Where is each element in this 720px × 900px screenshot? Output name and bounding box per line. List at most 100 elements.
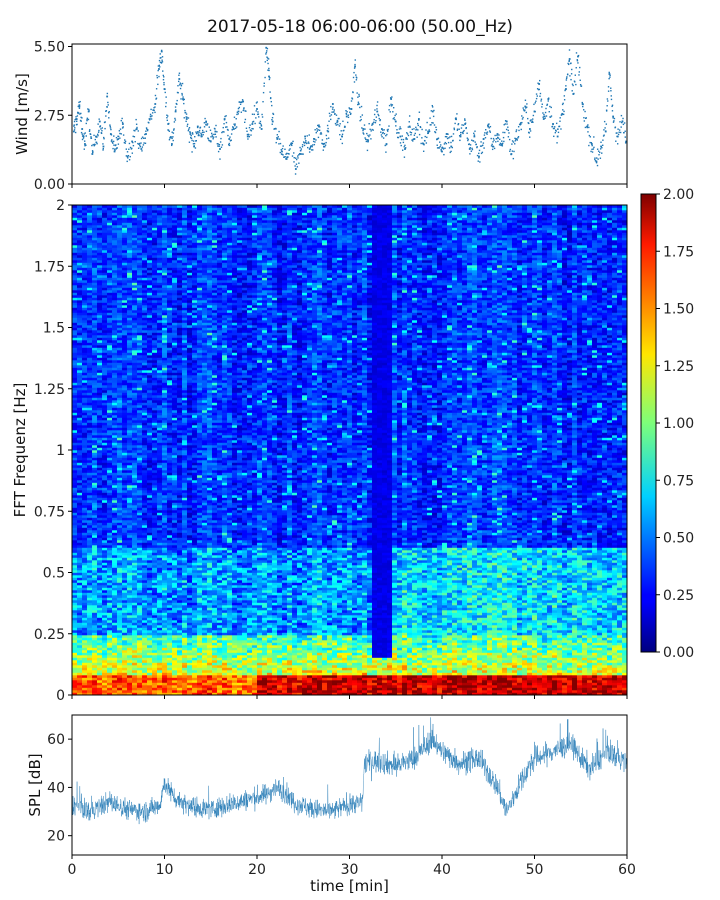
wind-point — [368, 135, 370, 138]
spectrogram-cell — [97, 435, 103, 438]
spectrogram-cell — [72, 245, 78, 248]
wind-point — [559, 120, 561, 122]
spectrogram-cell — [117, 485, 123, 488]
spectrogram-cell — [87, 610, 93, 613]
spectrogram-cell — [132, 625, 138, 628]
spectrogram-cell — [157, 642, 163, 646]
spectrogram-cell — [127, 310, 133, 313]
spectrogram-cell — [117, 587, 123, 591]
spectrogram-cell — [102, 567, 108, 571]
spectrogram-cell — [132, 345, 138, 348]
spectrogram-cell — [127, 425, 133, 428]
spectrogram-cell — [77, 325, 83, 328]
spectrogram-cell — [137, 647, 143, 651]
spectrogram-cell — [122, 350, 128, 353]
wind-point — [352, 76, 355, 79]
spectrogram-cell — [112, 577, 118, 581]
spectrogram-cell — [97, 237, 103, 241]
spectrogram-cell — [132, 592, 138, 596]
spectrogram-cell — [82, 587, 88, 591]
spectrogram-cell — [117, 510, 123, 513]
wind-point — [192, 143, 195, 145]
spectrogram-cell — [117, 610, 123, 613]
spectrogram-cell — [122, 347, 128, 351]
spectrogram-cell — [122, 217, 128, 221]
spectrogram-cell — [112, 240, 118, 243]
spectrogram-cell — [82, 605, 88, 608]
spectrogram-cell — [82, 562, 88, 566]
wind-point — [623, 132, 625, 134]
spectrogram-cell — [132, 390, 138, 393]
spectrogram-cell — [97, 680, 103, 683]
wind-point — [367, 134, 369, 137]
spectrogram-cell — [117, 580, 123, 583]
wind-point — [135, 118, 137, 121]
wind-point — [479, 161, 481, 163]
spectrogram-cell — [72, 630, 78, 633]
spectrogram-cell — [82, 480, 88, 483]
spectrogram-cell — [137, 440, 143, 443]
spectrogram-cell — [107, 315, 113, 318]
wind-point — [270, 100, 272, 103]
spectrogram-cell — [87, 645, 93, 648]
spectrogram-cell — [157, 570, 163, 573]
wind-point — [437, 137, 440, 139]
spectrogram-cell — [87, 500, 93, 503]
wind-point — [105, 115, 107, 117]
spectrogram-cell — [132, 642, 138, 646]
wind-point — [113, 144, 115, 146]
wind-point — [411, 139, 413, 141]
spectrogram-cell — [162, 635, 168, 638]
wind-point — [399, 126, 401, 128]
wind-point — [544, 117, 546, 119]
spectrogram-cell — [142, 492, 148, 496]
spectrogram-cell — [122, 445, 128, 448]
wind-point — [75, 118, 78, 120]
spectrogram-cell — [137, 390, 143, 393]
spectrogram-cell — [122, 437, 128, 441]
wind-point — [338, 125, 341, 127]
spectrogram-cell — [147, 600, 153, 603]
spectrogram-cell — [147, 287, 153, 291]
spectrogram-cell — [137, 505, 143, 508]
spectrogram-cell — [112, 252, 118, 256]
spectrogram-cell — [82, 345, 88, 348]
spectrogram-cell — [137, 692, 143, 696]
spectrogram-cell — [92, 470, 98, 473]
wind-point — [276, 137, 278, 139]
spectrogram-cell — [152, 480, 158, 483]
spectrogram-cell — [92, 235, 98, 238]
spectrogram-cell — [72, 475, 78, 478]
spectrogram-cell — [102, 257, 108, 261]
spectrogram-cell — [127, 612, 133, 616]
spectrogram-cell — [117, 600, 123, 603]
spectrogram-cell — [137, 580, 143, 583]
spectrogram-cell — [157, 332, 163, 336]
spectrogram-cell — [147, 257, 153, 261]
wind-point — [541, 106, 543, 108]
wind-point — [542, 118, 545, 120]
spectrogram-cell — [82, 422, 88, 426]
spectrogram-cell — [142, 310, 148, 313]
spectrogram-cell — [147, 295, 153, 298]
spectrogram-cell — [112, 455, 118, 458]
wind-point — [528, 122, 530, 125]
spectrogram-cell — [117, 360, 123, 363]
spectrogram-cell — [112, 477, 118, 481]
spectrogram-cell — [72, 362, 78, 366]
spectrogram-cell — [157, 527, 163, 531]
spectrogram-cell — [117, 355, 123, 358]
wind-point — [389, 97, 392, 99]
wind-point — [182, 99, 185, 101]
spectrogram-cell — [107, 492, 113, 496]
spectrogram-cell — [152, 280, 158, 283]
spectrogram-cell — [152, 342, 158, 346]
spectrogram-cell — [157, 625, 163, 628]
spectrogram-cell — [97, 550, 103, 553]
spectrogram-cell — [137, 632, 143, 636]
spectrogram-cell — [107, 690, 113, 693]
spectrogram-cell — [152, 667, 158, 671]
spectrogram-cell — [87, 240, 93, 243]
spectrogram-cell — [72, 215, 78, 218]
spectrogram-cell — [152, 207, 158, 211]
